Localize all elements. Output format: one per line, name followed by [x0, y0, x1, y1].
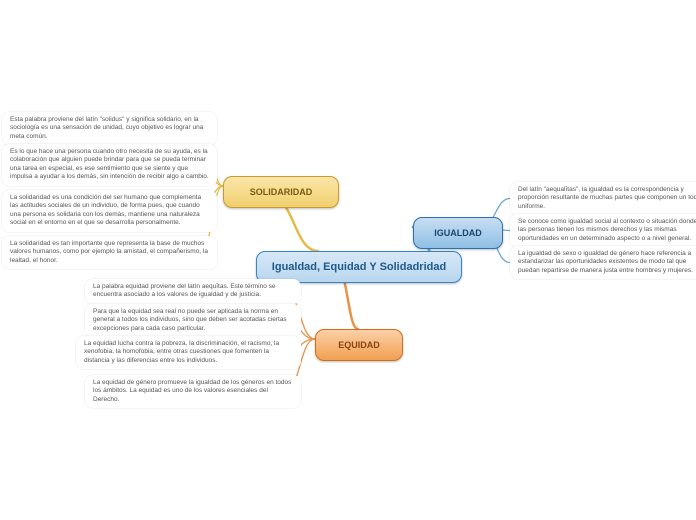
igualdad-leaf: Se conoce como igualdad social al contex…: [510, 214, 696, 247]
solidaridad-node: SOLIDARIDAD: [223, 176, 339, 208]
igualdad-leaf: La igualdad de sexo o igualdad de género…: [510, 246, 696, 279]
solidaridad-leaf: Es lo que hace una persona cuando otro n…: [2, 144, 217, 186]
igualdad-leaf: Del latín "aequalĭtas", la igualdad es l…: [510, 182, 696, 215]
equidad-leaf: La equidad de género promueve la igualda…: [85, 375, 301, 408]
equidad-node: EQUIDAD: [315, 329, 403, 361]
equidad-leaf: La palabra equidad proviene del latín ae…: [85, 279, 301, 304]
solidaridad-leaf: La solidaridad es una condición del ser …: [2, 190, 217, 232]
solidaridad-leaf: La solidaridad es tan importante que rep…: [2, 236, 217, 269]
equidad-label: EQUIDAD: [338, 340, 380, 350]
equidad-leaf: La equidad lucha contra la pobreza, la d…: [76, 336, 301, 369]
solidaridad-label: SOLIDARIDAD: [250, 187, 313, 197]
igualdad-node: IGUALDAD: [413, 217, 503, 249]
solidaridad-leaf: Esta palabra proviene del latín "solidus…: [2, 112, 217, 145]
root-label: Igualdad, Equidad Y Solidadridad: [272, 261, 446, 273]
igualdad-label: IGUALDAD: [434, 228, 482, 238]
equidad-leaf: Para que la equidad sea real no puede se…: [85, 304, 301, 337]
